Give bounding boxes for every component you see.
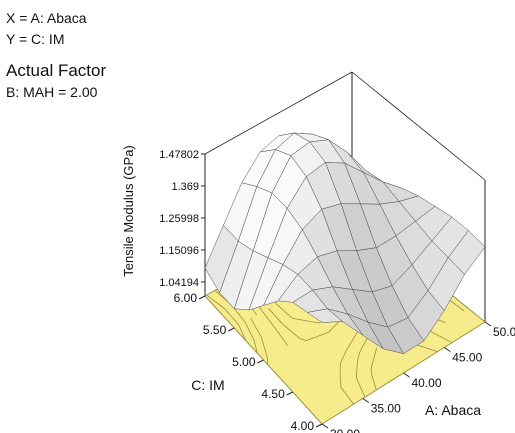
y-tick	[316, 424, 322, 427]
z-tick-label: 1.369	[171, 181, 199, 193]
y-tick-label: 4.00	[291, 419, 315, 433]
y-tick-label: 5.50	[203, 323, 227, 337]
z-tick-label: 1.15096	[159, 245, 199, 257]
z-tick-label: 1.25998	[159, 213, 199, 225]
x-tick	[485, 322, 491, 326]
y-tick	[258, 360, 264, 363]
x-tick-label: 30.00	[330, 427, 360, 433]
y-tick-label: 6.00	[174, 291, 198, 305]
x-tick	[404, 373, 410, 377]
box-top-right-edge	[352, 72, 485, 180]
y-tick-label: 4.50	[261, 387, 285, 401]
y-tick	[199, 296, 205, 299]
y-tick	[287, 392, 293, 395]
x-tick-label: 40.00	[412, 376, 442, 390]
y-tick	[228, 328, 234, 331]
x-tick	[322, 424, 328, 428]
x-tick-label: 35.00	[371, 402, 401, 416]
x-tick-label: 45.00	[452, 351, 482, 365]
x-tick-label: 50.00	[493, 325, 515, 339]
x-tick	[363, 399, 369, 403]
z-axis-label: Tensile Modulus (GPa)	[121, 145, 136, 277]
z-tick-label: 1.04194	[159, 277, 199, 289]
z-tick-label: 1.47802	[159, 149, 199, 161]
y-tick-label: 5.00	[232, 355, 256, 369]
y-axis-label: C: IM	[191, 377, 224, 393]
x-axis-label: A: Abaca	[425, 402, 481, 418]
x-tick	[444, 348, 450, 352]
